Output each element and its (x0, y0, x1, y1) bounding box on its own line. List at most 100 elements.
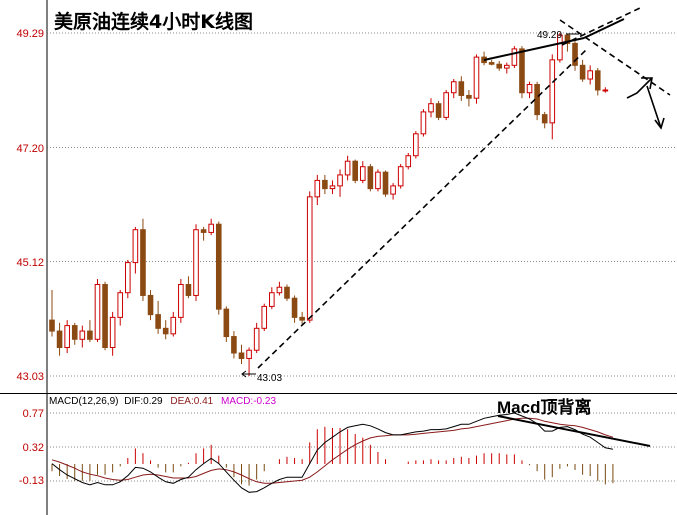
candle (306, 191, 313, 323)
candle-body (541, 114, 548, 124)
low-pointer-head (241, 370, 247, 378)
candle-body (291, 297, 298, 318)
high-value-label: 49.29 (537, 30, 562, 41)
candle-body (367, 166, 374, 190)
macd-divergence-line (497, 415, 651, 447)
candle (534, 81, 540, 121)
candle-body (261, 305, 268, 329)
candle (140, 218, 146, 301)
dea-line (51, 417, 614, 484)
candle-body (504, 64, 510, 69)
candle (284, 284, 290, 301)
candle (102, 281, 108, 351)
candle (314, 174, 321, 206)
candle-body (473, 56, 480, 99)
candle (246, 347, 252, 376)
candle-body (352, 160, 358, 181)
candle-body (178, 283, 184, 318)
macd-legend: MACD(12,26,9) DIF:0.29 DEA:0.41 MACD:-0.… (49, 396, 276, 407)
candle-body (109, 316, 116, 349)
candle-body (344, 160, 351, 176)
candle (579, 59, 586, 82)
candle (64, 320, 70, 353)
candle (109, 311, 116, 356)
candle-body (185, 283, 192, 296)
candle-body (284, 286, 290, 299)
candle-body (269, 292, 275, 307)
candle (178, 279, 184, 323)
candle-body (231, 336, 237, 354)
candle-body (71, 325, 78, 340)
price-gridlines (47, 32, 677, 377)
candle-body (246, 349, 252, 359)
candle-body (413, 133, 419, 157)
candle (428, 98, 434, 118)
candle (269, 287, 275, 310)
candle (413, 131, 419, 159)
macd-y-tick-label: -0.13 (19, 475, 44, 487)
y-tick-label: 43.03 (16, 371, 44, 383)
macd-params: MACD(12,26,9) (49, 396, 118, 407)
candle-body (359, 166, 366, 181)
chart-title: 美原油连续4小时K线图 (54, 10, 253, 33)
candle-body (276, 286, 283, 294)
candle-body (587, 70, 593, 80)
macd-value: MACD:-0.23 (221, 396, 276, 407)
trend-annotations (257, 7, 671, 369)
candle (170, 311, 177, 337)
candle-body (450, 81, 457, 94)
candle (382, 170, 389, 197)
candle (322, 174, 328, 195)
dif-value: DIF:0.29 (124, 396, 163, 407)
macd-panel: 0.77 0.32 -0.13 MACD(12,26,9) DIF:0.29 D… (19, 396, 677, 493)
candlesticks (49, 33, 609, 376)
candle (488, 59, 495, 66)
macd-y-tick-label: 0.77 (23, 408, 44, 420)
candle (587, 65, 593, 85)
candle (223, 306, 230, 343)
dif-line (51, 412, 613, 493)
candle-body (132, 229, 139, 264)
candle (458, 76, 465, 101)
candle (397, 163, 404, 189)
candle (117, 289, 124, 326)
macd-lines (51, 412, 614, 493)
price-tick-labels: 49.29 47.20 45.12 43.03 (16, 28, 44, 383)
candle-body (314, 179, 321, 198)
candle (155, 300, 161, 334)
macd-tick-labels: 0.77 0.32 -0.13 (19, 408, 44, 487)
candle-body (443, 92, 449, 118)
candle (541, 111, 548, 129)
candle-body (526, 84, 533, 94)
candle (375, 169, 381, 192)
candle-body (466, 94, 472, 99)
y-tick-label: 49.29 (16, 28, 44, 40)
forecast-arrow-down-head (654, 117, 665, 130)
candle-body (557, 34, 563, 61)
candle (557, 33, 563, 63)
candle (367, 163, 374, 192)
candle (390, 183, 396, 200)
candle (162, 320, 169, 340)
candle (193, 224, 199, 301)
candle-body (534, 84, 540, 116)
candle (238, 344, 245, 364)
candle-body (215, 223, 222, 310)
candle (329, 180, 336, 195)
macd-y-tick-label: 0.32 (23, 442, 44, 454)
divergence-annotation: Macd顶背离 (497, 397, 591, 417)
candle (125, 259, 131, 299)
candle-body (140, 229, 146, 296)
low-marker: 43.03 (241, 370, 282, 384)
candle-body (397, 166, 404, 187)
candle (49, 289, 55, 337)
candle-body (458, 81, 465, 96)
candle (443, 89, 449, 121)
candle (299, 311, 305, 326)
candle (132, 226, 139, 274)
candle (511, 46, 518, 69)
candle-body (102, 283, 108, 349)
candle-body (155, 314, 161, 329)
